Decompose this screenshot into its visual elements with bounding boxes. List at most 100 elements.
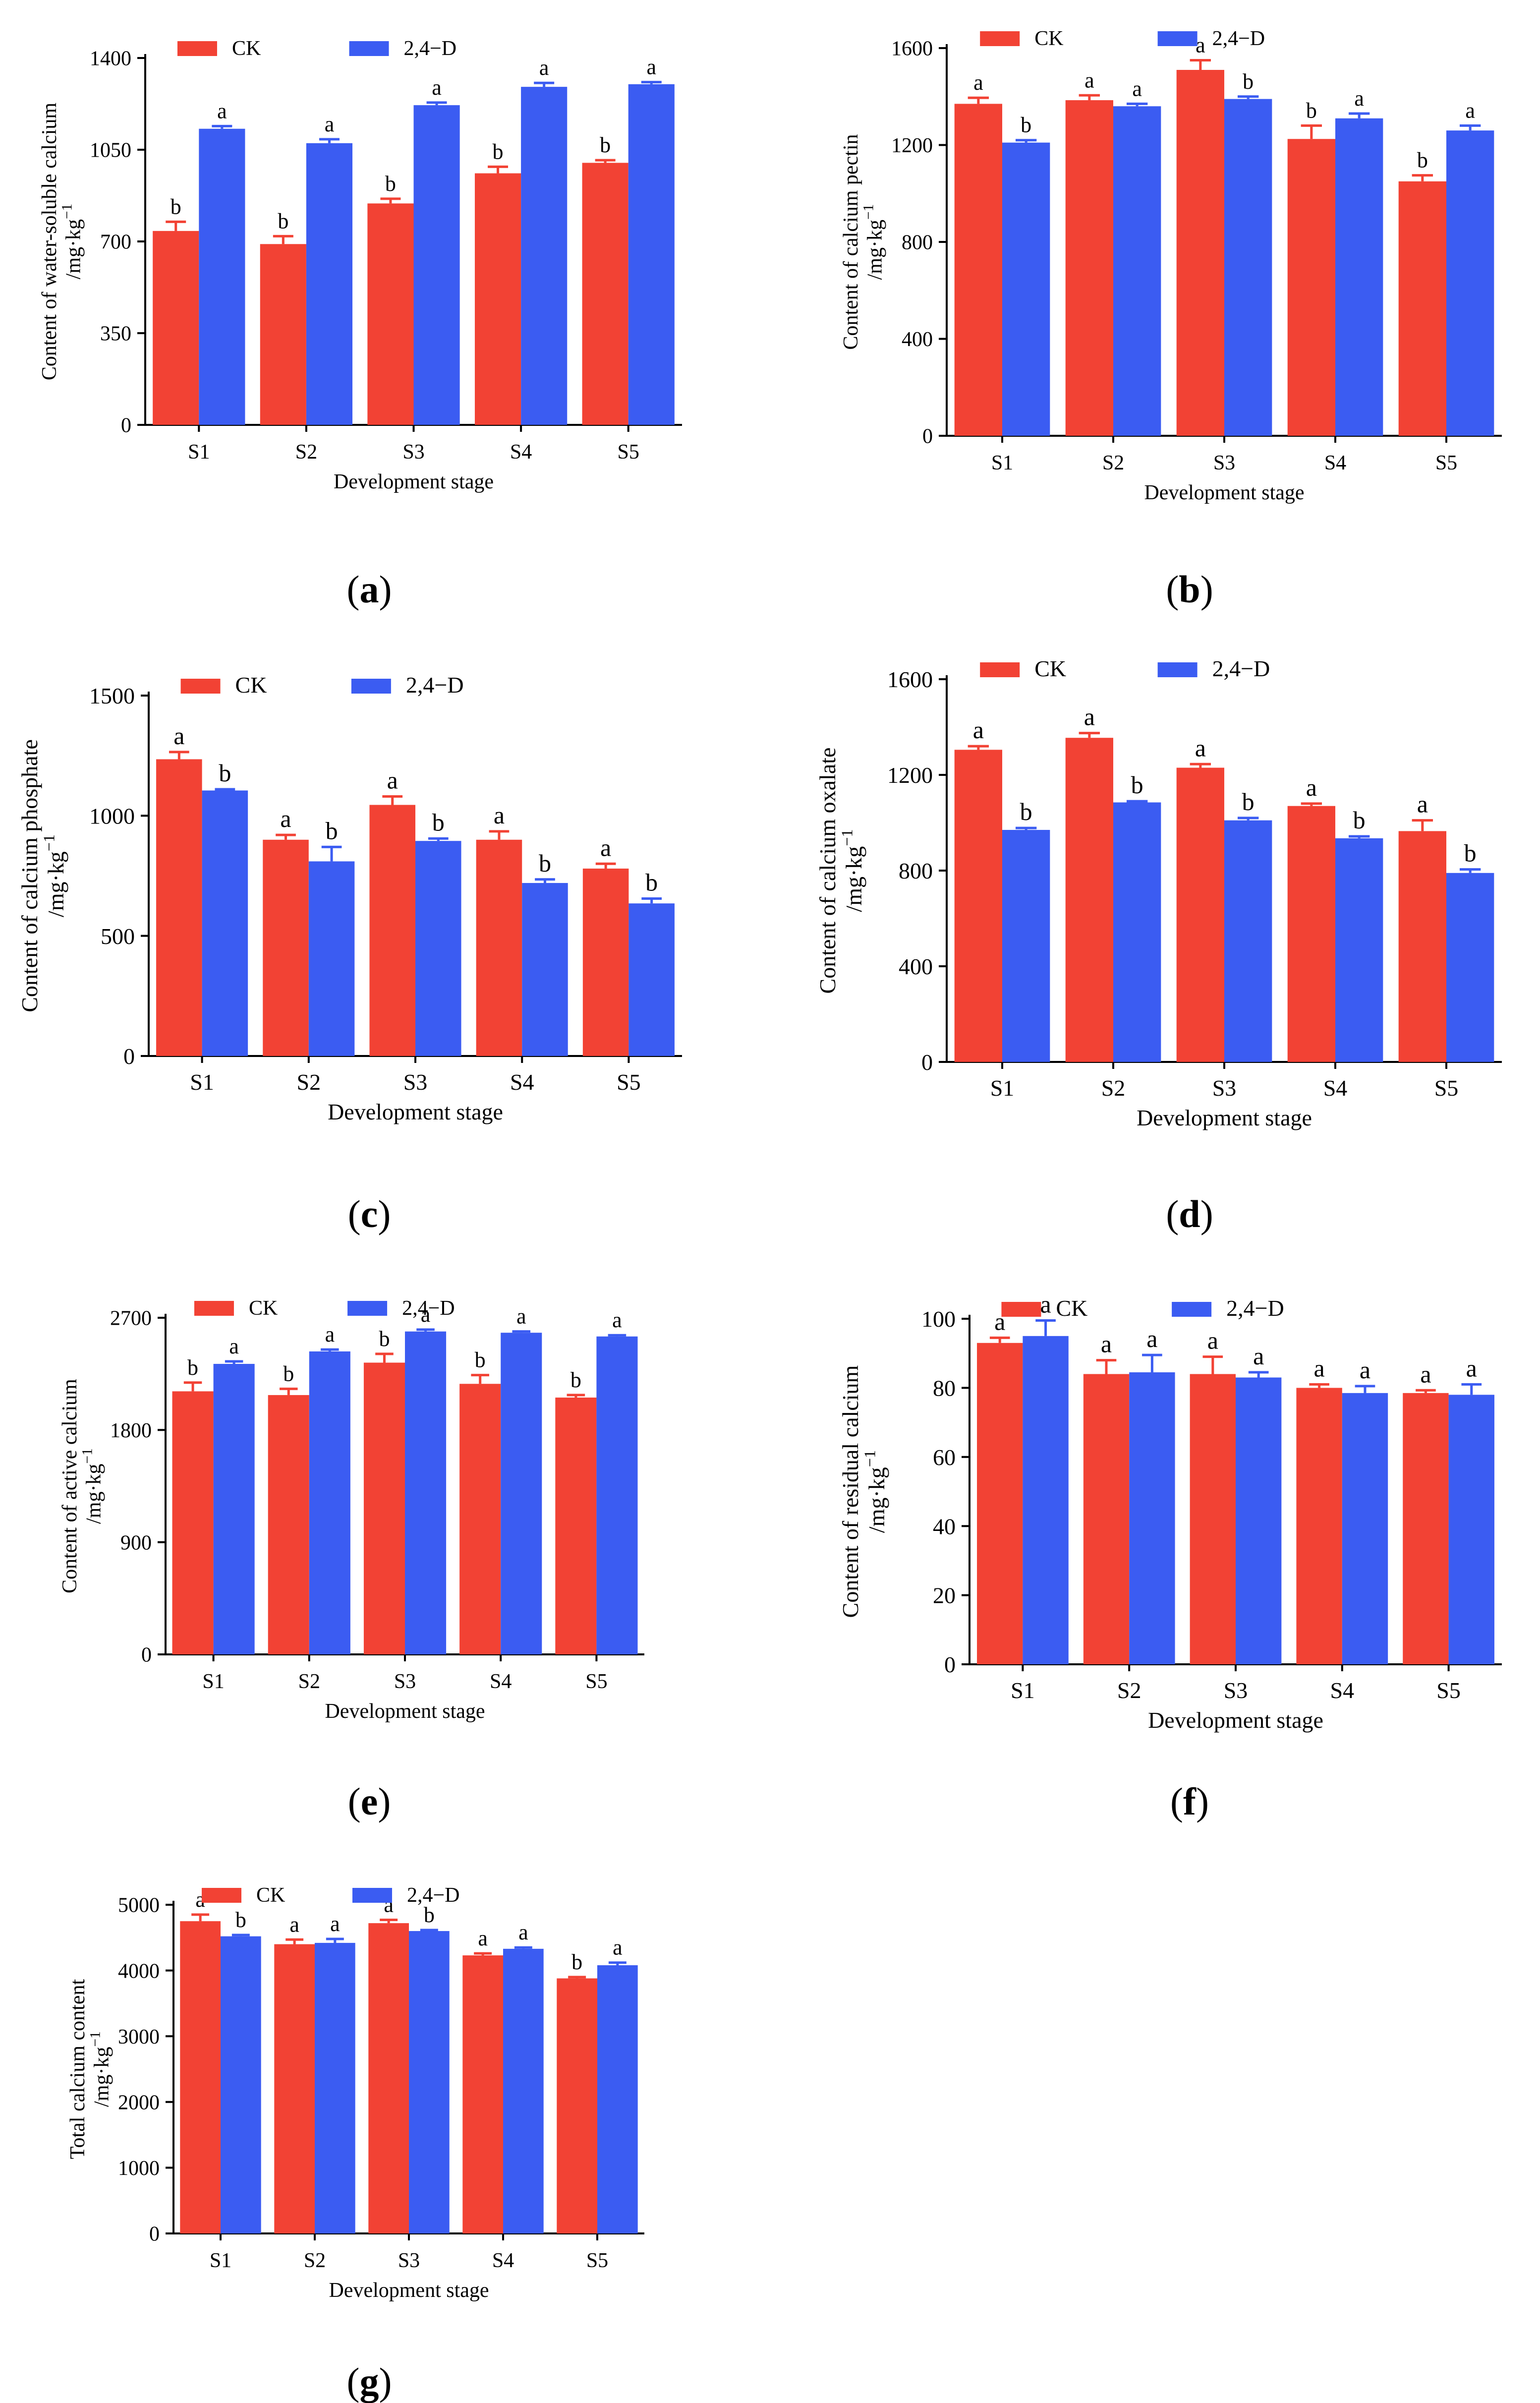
y-axis-label-line1: Total calcium content <box>66 1979 89 2160</box>
significance-letter: b <box>283 1361 294 1386</box>
panel-label-letter: a <box>360 568 379 611</box>
bar-CK-S2 <box>263 839 309 1056</box>
legend-swatch-24d <box>352 1888 392 1903</box>
significance-letter: b <box>475 1348 486 1372</box>
x-tick-label: S3 <box>398 2249 420 2272</box>
panel-label-letter: f <box>1183 1780 1197 1823</box>
y-tick-label: 100 <box>921 1306 956 1332</box>
x-axis-label: Development stage <box>1137 1105 1312 1130</box>
significance-letter: a <box>1084 703 1095 731</box>
legend-label-ck: CK <box>249 1297 278 1320</box>
x-tick-label: S2 <box>295 441 317 464</box>
y-tick-label: 700 <box>100 231 131 254</box>
panel-label-letter: e <box>361 1780 378 1823</box>
y-unit-superscript: −1 <box>838 829 856 846</box>
x-tick-label: S5 <box>618 441 639 464</box>
y-axis-label-line1: Content of calcium pectin <box>840 134 862 350</box>
significance-letter: a <box>1253 1342 1264 1370</box>
panel-label-a: (a) <box>347 568 392 611</box>
y-tick-label: 1600 <box>887 667 933 692</box>
x-tick-label: S4 <box>1330 1678 1355 1703</box>
bar-CK-S1 <box>156 759 202 1056</box>
bar-2,4−D-S1 <box>1002 829 1050 1062</box>
significance-letter: a <box>289 1912 299 1936</box>
legend-label-ck: CK <box>256 1884 285 1907</box>
bar-CK-S5 <box>1403 1393 1449 1664</box>
bar-CK-S3 <box>363 1362 405 1654</box>
y-unit-superscript: −1 <box>59 204 75 219</box>
significance-letter: a <box>1466 1354 1477 1382</box>
significance-letter: b <box>645 869 658 896</box>
significance-letter: a <box>1146 1325 1157 1352</box>
legend-label-ck: CK <box>1034 27 1063 50</box>
y-axis-label-line2: /mg·kg−1 <box>59 204 85 280</box>
panel-label-open: ( <box>1166 568 1179 611</box>
bar-CK-S5 <box>555 1397 597 1654</box>
x-tick-label: S1 <box>210 2249 231 2272</box>
bar-2,4−D-S3 <box>405 1331 447 1654</box>
bar-CK-S5 <box>582 163 628 425</box>
legend-swatch-ck <box>980 31 1020 46</box>
y-tick-label: 20 <box>933 1583 956 1608</box>
y-axis-label-line2: /mg·kg−1 <box>88 2031 114 2107</box>
x-tick-label: S5 <box>585 1670 607 1693</box>
x-tick-label: S1 <box>990 1075 1015 1101</box>
significance-letter: a <box>973 716 984 744</box>
significance-letter: a <box>539 56 549 80</box>
y-tick-label: 350 <box>100 323 131 346</box>
x-tick-label: S4 <box>1324 452 1346 474</box>
panel-label-b: (b) <box>1166 568 1213 611</box>
x-tick-label: S1 <box>991 452 1013 474</box>
y-tick-label: 900 <box>120 1531 152 1554</box>
panel-label-close: ) <box>1200 568 1213 611</box>
y-axis-label-line2: /mg·kg−1 <box>838 829 866 912</box>
y-tick-label: 1400 <box>90 48 131 70</box>
significance-letter: a <box>1420 1360 1431 1388</box>
legend-swatch-ck <box>202 1888 241 1903</box>
x-tick-label: S5 <box>617 1069 641 1095</box>
bar-2,4−D-S3 <box>1224 99 1272 436</box>
significance-letter: a <box>1207 1327 1218 1354</box>
x-tick-label: S1 <box>190 1069 214 1095</box>
significance-letter: b <box>385 172 396 196</box>
bar-2,4−D-S5 <box>1448 1395 1494 1664</box>
significance-letter: b <box>1020 798 1032 825</box>
bar-2,4−D-S1 <box>202 790 248 1056</box>
legend-swatch-24d <box>349 41 389 56</box>
significance-letter: a <box>1417 790 1428 818</box>
significance-letter: a <box>217 99 227 123</box>
x-axis-label: Development stage <box>328 1099 503 1124</box>
x-axis-label: Development stage <box>1148 1707 1323 1733</box>
significance-letter: b <box>379 1327 390 1351</box>
legend-swatch-ck <box>980 662 1020 677</box>
legend-swatch-24d <box>1157 662 1198 677</box>
significance-letter: b <box>219 759 231 787</box>
bar-2,4−D-S2 <box>308 861 355 1056</box>
bar-CK-S2 <box>268 1395 309 1654</box>
y-tick-label: 5000 <box>118 1894 160 1917</box>
x-axis-label: Development stage <box>329 2279 489 2302</box>
bar-CK-S3 <box>369 805 415 1056</box>
y-axis-label-line2: /mg·kg−1 <box>40 834 68 917</box>
significance-letter: a <box>432 75 442 100</box>
panel-label-e: (e) <box>348 1780 391 1823</box>
y-tick-label: 400 <box>902 328 933 351</box>
legend-swatch-ck <box>177 41 217 56</box>
bar-CK-S3 <box>1176 767 1224 1062</box>
y-unit-superscript: −1 <box>88 2031 104 2047</box>
y-tick-label: 1050 <box>90 139 131 162</box>
x-tick-label: S5 <box>586 2249 608 2272</box>
panel-label-close: ) <box>1200 1192 1213 1235</box>
y-tick-label: 1200 <box>891 134 933 157</box>
panel-label-open: ( <box>348 1192 361 1235</box>
y-unit-superscript: −1 <box>861 204 877 220</box>
panel-label-g: (g) <box>347 2360 392 2403</box>
y-axis-label-line2: /mg·kg−1 <box>861 204 887 280</box>
legend-swatch-24d <box>1157 31 1198 46</box>
y-axis-label-line1: Content of calcium phosphate <box>17 739 42 1012</box>
significance-letter: b <box>1417 148 1428 173</box>
chart-panel-e: 0 900 1800 2700 S1 b a S2 b a S3 b a S4 b a S5 b a Developm… <box>58 1297 644 1723</box>
y-unit-superscript: −1 <box>861 1450 879 1467</box>
